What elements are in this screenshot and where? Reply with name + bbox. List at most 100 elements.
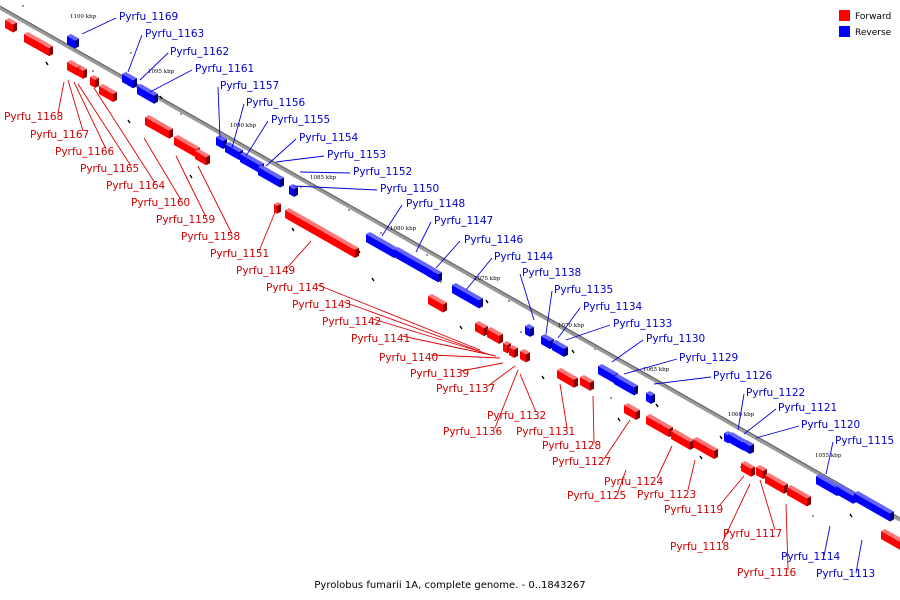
reverse-label-leader [139, 52, 169, 81]
reverse-gene-block [836, 484, 857, 504]
label-leaders [57, 17, 863, 574]
gene-labels: Pyrfu_1168 Pyrfu_1167 Pyrfu_1166 Pyrfu_1165… [4, 11, 894, 580]
feature-marker [291, 227, 295, 232]
reverse-gene-label: Pyrfu_1147 [434, 215, 493, 227]
forward-gene-label: Pyrfu_1140 [379, 352, 438, 364]
reverse-gene-label: Pyrfu_1129 [679, 352, 738, 364]
reverse-label-leader [855, 539, 863, 574]
kbp-tick-label: 1095 kbp [148, 69, 175, 75]
reverse-gene-label: Pyrfu_1135 [554, 284, 613, 296]
position-dot [348, 209, 350, 211]
reverse-label-leader [265, 138, 297, 167]
forward-label-leader [718, 475, 745, 507]
feature-marker [699, 455, 703, 460]
forward-label-leader [77, 83, 132, 167]
forward-gene-label: Pyrfu_1125 [567, 490, 626, 502]
position-dot [262, 157, 264, 159]
forward-gene-label: Pyrfu_1164 [106, 180, 166, 192]
forward-gene-label: Pyrfu_1123 [637, 489, 696, 501]
forward-gene-block [285, 208, 359, 258]
forward-gene-block [646, 414, 673, 438]
reverse-gene-label: Pyrfu_1121 [778, 402, 837, 414]
feature-marker [189, 174, 193, 179]
forward-gene-block [475, 321, 488, 337]
kbp-tick-label: 1085 kbp [310, 175, 337, 181]
reverse-gene-label: Pyrfu_1115 [835, 435, 894, 447]
reverse-gene-label: Pyrfu_1138 [522, 267, 581, 279]
forward-gene-label: Pyrfu_1168 [4, 111, 63, 123]
reverse-gene-label: Pyrfu_1154 [299, 132, 359, 144]
reverse-label-leader [299, 171, 351, 174]
legend-label-forward: Forward [855, 12, 891, 22]
forward-gene-label: Pyrfu_1118 [670, 541, 729, 553]
forward-gene-label: Pyrfu_1160 [131, 197, 190, 209]
reverse-gene-block [452, 283, 483, 309]
feature-marker [45, 61, 49, 66]
reverse-gene-label: Pyrfu_1163 [145, 28, 204, 40]
reverse-gene-block [289, 184, 298, 197]
reverse-label-leader [245, 120, 269, 157]
position-dot [610, 397, 612, 399]
forward-gene-label: Pyrfu_1143 [292, 299, 351, 311]
forward-label-leader [430, 354, 501, 359]
forward-gene-block [90, 75, 99, 88]
reverse-gene-block [614, 374, 638, 396]
forward-gene-label: Pyrfu_1117 [723, 528, 782, 540]
forward-gene-label: Pyrfu_1167 [30, 129, 89, 141]
reverse-gene-label: Pyrfu_1152 [353, 166, 412, 178]
forward-gene-label: Pyrfu_1132 [487, 410, 546, 422]
forward-label-leader [67, 79, 84, 132]
feature-marker [371, 277, 375, 282]
forward-label-leader [603, 419, 631, 460]
forward-gene-block [787, 485, 811, 507]
forward-label-leader [372, 318, 489, 355]
reverse-gene-block [854, 491, 894, 522]
forward-gene-block [624, 403, 640, 420]
reverse-gene-label: Pyrfu_1133 [613, 318, 672, 330]
reverse-gene-block [137, 84, 158, 104]
forward-gene-block [756, 465, 767, 479]
forward-gene-block [5, 18, 17, 33]
forward-gene-block [765, 473, 788, 494]
position-dot [92, 70, 94, 72]
forward-gene-label: Pyrfu_1149 [236, 265, 295, 277]
feature-marker [655, 403, 659, 408]
forward-label-leader [759, 479, 776, 531]
reverse-label-leader [623, 358, 678, 375]
forward-gene-label: Pyrfu_1119 [664, 504, 723, 516]
forward-gene-block [428, 294, 447, 313]
genome-caption: Pyrolobus fumarii 1A, complete genome. -… [314, 580, 585, 591]
reverse-label-leader [825, 441, 834, 475]
reverse-gene-label: Pyrfu_1169 [119, 11, 178, 23]
reverse-gene-label: Pyrfu_1130 [646, 333, 705, 345]
forward-label-leader [93, 87, 156, 184]
forward-label-leader [721, 483, 751, 544]
reverse-gene-label: Pyrfu_1162 [170, 46, 229, 58]
forward-gene-label: Pyrfu_1124 [604, 476, 664, 488]
kbp-tick-label: 1060 kbp [728, 412, 755, 418]
forward-gene-label: Pyrfu_1128 [542, 440, 601, 452]
forward-gene-block [881, 529, 900, 550]
position-dot [760, 441, 762, 443]
feature-marker [571, 349, 575, 354]
forward-gene-block [487, 327, 503, 344]
forward-gene-label: Pyrfu_1151 [210, 248, 269, 260]
feature-marker [485, 299, 489, 304]
feature-marker [459, 325, 463, 330]
position-dot [426, 254, 428, 256]
reverse-gene-label: Pyrfu_1114 [781, 551, 841, 563]
reverse-label-leader [217, 86, 221, 139]
forward-gene-block [78, 66, 87, 79]
legend-swatch-forward [839, 10, 850, 21]
legend-swatch-reverse [839, 26, 850, 37]
reverse-gene-label: Pyrfu_1148 [406, 198, 465, 210]
reverse-label-leader [743, 408, 777, 435]
position-dot [130, 52, 132, 54]
reverse-gene-block [525, 324, 534, 337]
reverse-label-leader [435, 240, 461, 269]
reverse-gene-label: Pyrfu_1146 [464, 234, 524, 246]
forward-label-leader [656, 445, 673, 479]
forward-gene-block [671, 429, 694, 450]
forward-label-leader [592, 395, 595, 444]
forward-gene-block [741, 461, 755, 477]
